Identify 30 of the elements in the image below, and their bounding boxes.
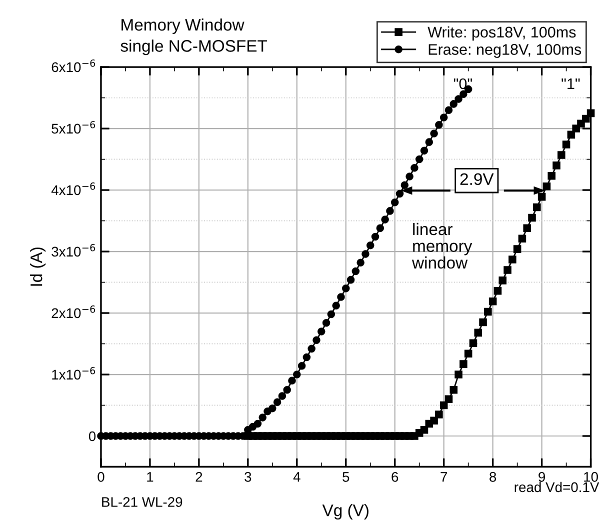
x-tick-label: 3 bbox=[244, 472, 252, 482]
y-axis-title: Id (A) bbox=[30, 248, 46, 286]
chart-subtitle: single NC-MOSFET bbox=[120, 40, 268, 56]
text: BL-21 WL-29 bbox=[102, 497, 182, 507]
annotation: "0" bbox=[454, 78, 472, 90]
y-tick-label: 1x10$^{−6}$ bbox=[52, 366, 96, 380]
x-tick-label: 6 bbox=[392, 472, 398, 482]
y-tick-label: 0 bbox=[88, 431, 96, 442]
x-tick-label: 10 bbox=[584, 472, 598, 482]
legend-label: Erase: neg18V, 100ms bbox=[428, 44, 582, 58]
x-axis-title: Vg (V) bbox=[322, 504, 368, 520]
x-tick-label: 2 bbox=[196, 472, 202, 482]
legend-label: Write: pos18V, 100ms bbox=[428, 26, 576, 41]
y-tick-label: 4x10$^{−6}$ bbox=[51, 182, 96, 196]
x-tick-label: 1 bbox=[147, 472, 154, 482]
x-tick-label: 8 bbox=[490, 472, 496, 482]
x-tick-label: 9 bbox=[538, 472, 546, 482]
chart-title: Memory Window bbox=[122, 18, 244, 34]
y-tick-label: 3x10$^{−6}$ bbox=[52, 244, 96, 257]
x-tick-label: 5 bbox=[342, 472, 350, 482]
y-tick-label: 2x10$^{−6}$ bbox=[52, 305, 96, 318]
annotation: linear memory window bbox=[412, 222, 472, 269]
annotation: 2.9V bbox=[460, 173, 494, 186]
y-tick-label: 6x10$^{−6}$ bbox=[52, 59, 96, 72]
y-tick-label: 5x10$^{−6}$ bbox=[52, 120, 96, 134]
x-tick-label: 7 bbox=[440, 472, 448, 482]
x-tick-label: 0 bbox=[98, 472, 104, 482]
text: read Vd=0.1V bbox=[514, 482, 600, 492]
x-tick-label: 4 bbox=[293, 472, 300, 482]
annotation: "1" bbox=[562, 78, 580, 89]
